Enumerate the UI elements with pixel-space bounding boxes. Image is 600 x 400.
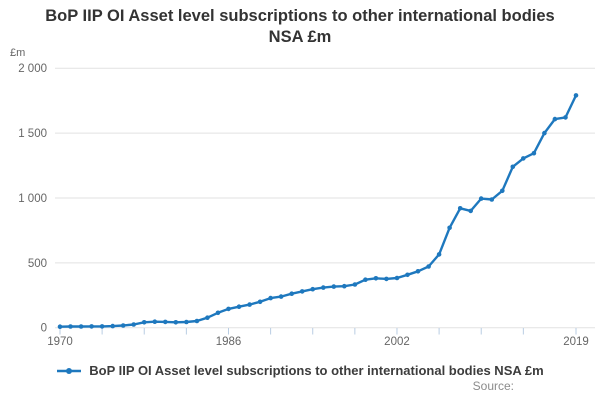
data-point [405,272,410,278]
data-point [521,156,526,161]
source-label: Source: [472,379,514,393]
y-axis-unit-label: £m [10,47,26,59]
x-axis-tick-label: 2019 [563,336,589,348]
data-point [478,196,484,201]
data-point [141,320,147,325]
legend-line-marker-icon [57,367,82,374]
data-point [563,115,568,120]
data-point [215,310,221,316]
data-point [131,322,136,327]
data-point [373,276,379,281]
data-point [299,289,305,294]
data-line [58,94,578,328]
y-axis-tick-label: 500 [28,258,47,270]
x-axis-tick-label: 1970 [47,336,73,348]
data-point [363,277,368,283]
data-point [268,295,273,301]
legend-item[interactable]: BoP IIP OI Asset level subscriptions to … [56,363,544,378]
data-point [384,276,389,282]
data-point [163,319,168,325]
legend-label: BoP IIP OI Asset level subscriptions to … [89,363,544,378]
data-point [184,319,189,325]
data-point [152,319,158,325]
data-point [110,323,115,329]
data-point [194,318,200,324]
data-point [510,164,516,170]
data-point [57,324,63,330]
data-point [447,225,452,231]
data-point [342,283,347,289]
data-point [531,150,537,156]
data-point [352,282,358,287]
data-point [257,299,263,305]
data-point [542,130,547,136]
y-axis-tick-label: 0 [41,323,47,335]
data-point [436,252,442,257]
data-point [68,324,73,329]
data-point [205,315,210,321]
data-point [78,324,84,329]
data-point [457,206,463,211]
data-point [468,208,474,214]
y-axis-tick-label: 1 000 [18,193,47,205]
data-point [321,285,326,290]
chart-title: BoP IIP OI Asset level subscriptions to … [45,7,555,47]
x-axis-tick-label: 2002 [384,336,410,348]
data-point [99,324,105,329]
data-point [489,197,495,202]
legend: BoP IIP OI Asset level subscriptions to … [0,363,600,378]
data-point [394,275,400,281]
data-point [500,188,505,194]
x-axis-tick-label: 1986 [216,336,242,348]
data-point [173,320,179,325]
data-point [289,291,295,297]
y-axis-tick-label: 2 000 [18,63,47,75]
data-point [120,323,126,328]
data-point [426,264,431,269]
data-point [89,324,94,329]
data-point [552,116,558,122]
data-point [331,284,337,289]
y-axis-tick-label: 1 500 [18,128,47,140]
data-point [236,304,242,310]
data-point [415,269,421,274]
data-point [310,286,316,292]
data-point [573,93,579,98]
data-point [247,302,252,307]
data-point [226,306,231,312]
data-point [278,294,284,299]
